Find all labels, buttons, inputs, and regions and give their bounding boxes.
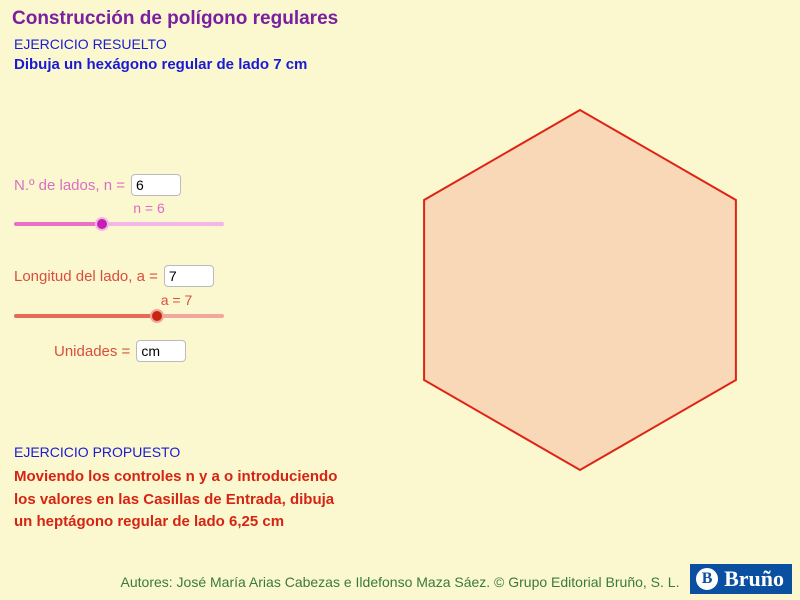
authors-footer: Autores: José María Arias Cabezas e Ilde…	[0, 574, 800, 590]
logo-text: Bruño	[724, 566, 784, 592]
applet-canvas: Construcción de polígono regulares EJERC…	[0, 0, 800, 600]
polygon-figure	[0, 0, 800, 600]
logo-badge-icon: B	[694, 566, 720, 592]
publisher-logo: B Bruño	[690, 564, 792, 594]
polygon-shape	[424, 110, 736, 470]
